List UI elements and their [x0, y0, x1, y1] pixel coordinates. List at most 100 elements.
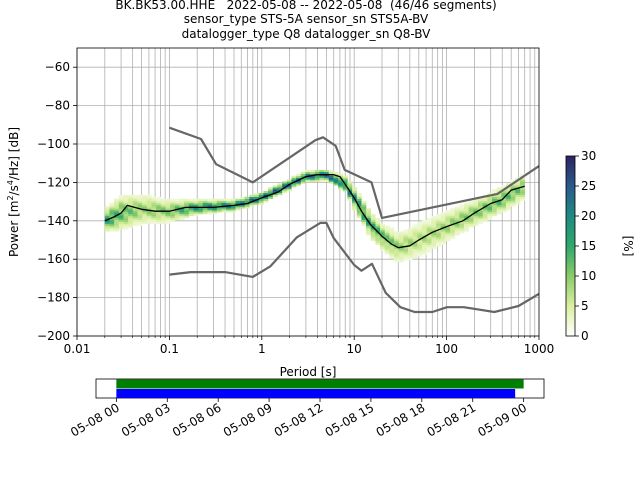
density-cell	[296, 173, 302, 176]
density-cell	[384, 235, 390, 238]
density-cell	[510, 200, 516, 203]
coverage-bar-green	[116, 379, 524, 389]
density-cell	[118, 206, 124, 209]
density-cell	[389, 244, 395, 247]
density-cell	[198, 200, 204, 203]
density-cell	[170, 206, 176, 209]
density-cell	[230, 202, 236, 205]
density-cell	[394, 252, 400, 255]
density-cell	[170, 208, 176, 211]
density-cell	[221, 198, 227, 201]
density-cell	[426, 223, 432, 226]
density-cell	[174, 198, 180, 201]
density-cell	[170, 214, 176, 217]
density-cell	[487, 216, 493, 219]
density-cell	[380, 237, 386, 240]
density-cell	[347, 181, 353, 184]
density-cell	[114, 202, 120, 205]
density-cell	[426, 239, 432, 242]
density-cell	[384, 252, 390, 255]
density-cell	[114, 198, 120, 201]
density-cell	[188, 208, 194, 211]
density-cell	[361, 216, 367, 219]
density-cell	[431, 227, 437, 230]
density-cell	[207, 208, 213, 211]
density-cell	[352, 202, 358, 205]
new-low-noise-model-line	[169, 221, 539, 314]
density-cell	[174, 200, 180, 203]
density-cell	[114, 210, 120, 213]
density-cell	[468, 204, 474, 207]
density-cell	[114, 229, 120, 232]
density-cell	[375, 242, 381, 245]
density-cell	[319, 169, 325, 173]
density-cell	[352, 200, 358, 203]
density-cell	[296, 177, 302, 180]
density-cell	[254, 196, 260, 199]
density-cell	[459, 210, 465, 213]
density-cell	[258, 198, 264, 201]
y-tick-label: −60	[45, 60, 70, 74]
density-cell	[426, 231, 432, 234]
density-cell	[132, 217, 138, 221]
density-cell	[179, 202, 185, 205]
density-cell	[342, 177, 348, 180]
density-cell	[459, 217, 465, 221]
density-cell	[128, 216, 134, 219]
density-cell	[179, 200, 185, 203]
density-cell	[408, 252, 414, 255]
density-cell	[319, 171, 325, 174]
density-cell	[380, 239, 386, 242]
density-cell	[389, 237, 395, 240]
density-cell	[104, 210, 110, 213]
density-cell	[324, 171, 330, 174]
density-cell	[510, 185, 516, 188]
density-cell	[193, 208, 199, 211]
density-cell	[305, 171, 311, 174]
density-cell	[156, 208, 162, 211]
density-cell	[216, 208, 222, 211]
density-cell	[272, 194, 278, 197]
density-cell	[436, 217, 442, 221]
density-cell	[459, 214, 465, 217]
density-cell	[240, 206, 246, 209]
density-cell	[235, 206, 241, 209]
density-cell	[244, 198, 250, 201]
density-cell	[188, 204, 194, 207]
density-cell	[384, 233, 390, 236]
density-cell	[137, 217, 143, 221]
density-cell	[128, 206, 134, 209]
density-cell	[216, 198, 222, 201]
density-cell	[137, 223, 143, 226]
density-cell	[370, 216, 376, 219]
density-cell	[184, 212, 190, 215]
density-cell	[156, 214, 162, 217]
density-cell	[165, 216, 171, 219]
density-cell	[380, 229, 386, 232]
density-cell	[132, 204, 138, 207]
density-cell	[473, 217, 479, 221]
density-cell	[286, 189, 292, 192]
density-cell	[356, 204, 362, 207]
density-cell	[394, 237, 400, 240]
density-cell	[431, 231, 437, 234]
density-cell	[226, 208, 232, 211]
density-cell	[282, 183, 288, 186]
density-cell	[487, 206, 493, 209]
density-cell	[272, 192, 278, 196]
density-cell	[277, 187, 283, 190]
density-cell	[207, 198, 213, 201]
density-cell	[151, 216, 157, 219]
density-cell	[361, 217, 367, 221]
density-cell	[347, 196, 353, 199]
density-cell	[132, 221, 138, 224]
density-cell	[436, 231, 442, 234]
density-cell	[170, 217, 176, 221]
density-cell	[440, 217, 446, 221]
y-tick-label: −140	[37, 214, 70, 228]
density-cell	[426, 229, 432, 232]
density-cell	[132, 198, 138, 201]
density-cell	[422, 242, 428, 245]
density-cell	[445, 219, 451, 222]
density-cell	[436, 237, 442, 240]
